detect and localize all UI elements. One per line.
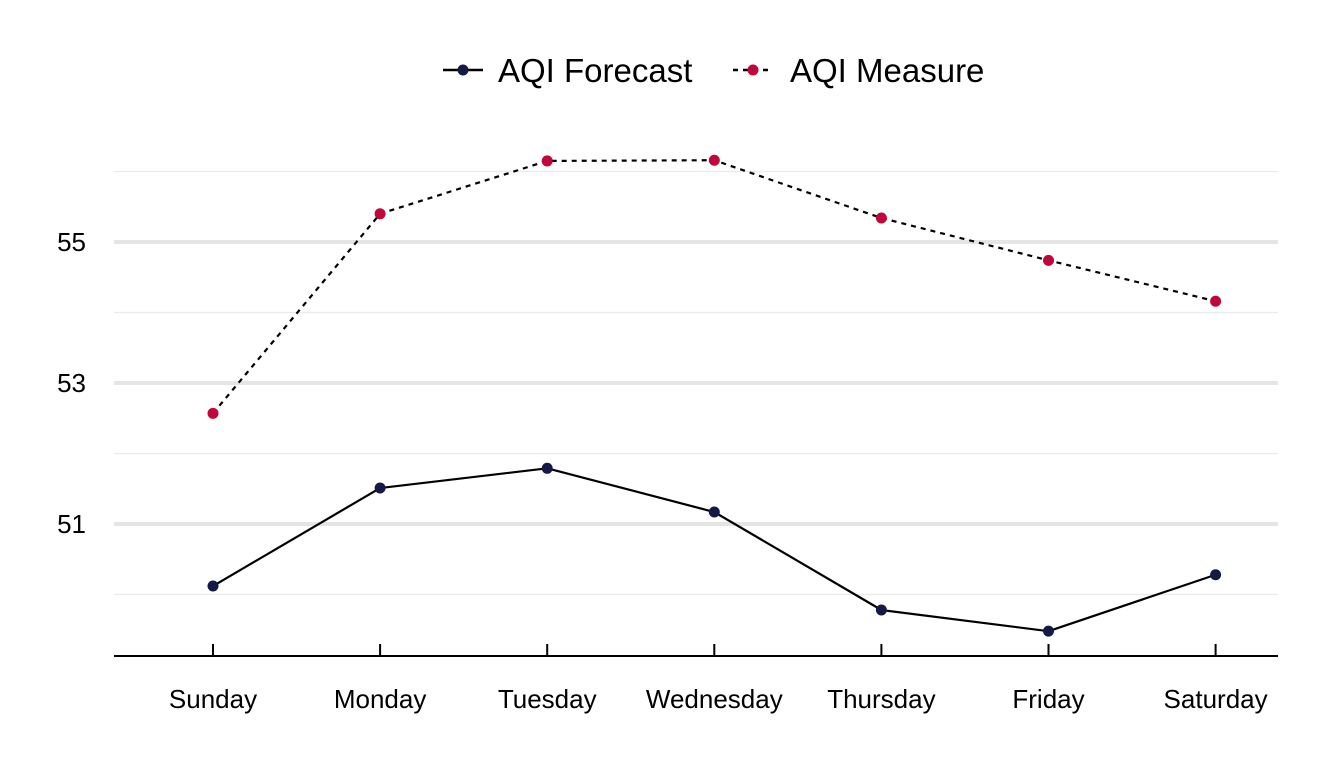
data-point [708, 154, 720, 166]
data-point [374, 208, 386, 220]
data-point [541, 462, 553, 474]
gridlines [114, 170, 1278, 596]
series-aqi-measure [207, 154, 1222, 419]
series-layer [207, 154, 1222, 637]
x-tick-label: Saturday [1164, 684, 1268, 714]
x-tick-label: Thursday [827, 684, 935, 714]
data-point [1210, 295, 1222, 307]
data-point [875, 212, 887, 224]
legend: AQI Forecast AQI Measure [443, 52, 984, 89]
data-point [875, 604, 887, 616]
data-point [1210, 569, 1222, 581]
y-tick-label: 51 [57, 509, 86, 539]
x-tick-label: Sunday [169, 684, 257, 714]
legend-label: AQI Forecast [498, 52, 692, 89]
legend-label: AQI Measure [790, 52, 984, 89]
data-point [541, 155, 553, 167]
x-axis: Sunday Monday Tuesday Wednesday Thursday Frid… [114, 644, 1278, 714]
y-tick-label: 53 [57, 368, 86, 398]
x-tick-label: Wednesday [646, 684, 783, 714]
data-point [374, 482, 386, 494]
y-axis: 51 53 55 [57, 227, 86, 539]
y-tick-label: 55 [57, 227, 86, 257]
series-aqi-forecast [207, 462, 1222, 637]
series-line [212, 467, 1216, 633]
legend-marker-swatch [747, 64, 759, 76]
x-tick-label: Tuesday [498, 684, 597, 714]
data-point [207, 580, 219, 592]
legend-marker-swatch [457, 64, 469, 76]
data-point [1043, 254, 1054, 266]
legend-item: AQI Measure [733, 52, 984, 89]
data-point [1043, 625, 1054, 637]
legend-item: AQI Forecast [443, 52, 692, 89]
x-tick-label: Friday [1012, 684, 1084, 714]
data-point [207, 407, 219, 419]
data-point [708, 506, 720, 518]
x-tick-label: Monday [334, 684, 427, 714]
series-line [212, 159, 1216, 415]
